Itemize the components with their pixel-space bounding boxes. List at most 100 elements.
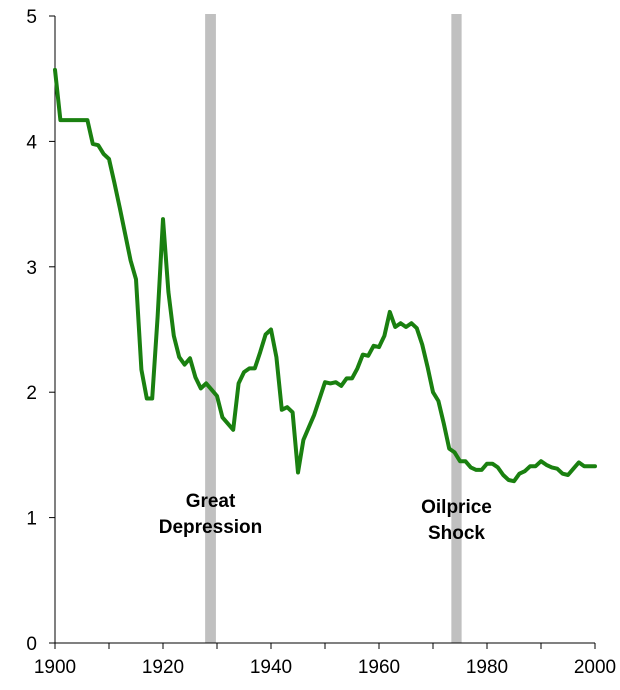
data-point-1993 [555,467,559,471]
data-point-1954 [345,376,349,381]
data-point-1974 [453,450,457,454]
data-point-1930 [215,394,219,398]
data-point-1975 [458,459,462,463]
data-point-1901 [58,118,63,122]
x-tick-label-0: 1900 [34,657,76,678]
data-point-1935 [242,370,246,374]
data-point-1951 [328,381,332,386]
data-point-1970 [431,390,435,394]
data-point-1910 [107,157,111,161]
data-point-1945 [296,470,300,475]
data-point-1964 [399,321,403,325]
data-point-1998 [582,464,586,468]
shaded-period-band-0 [205,14,216,643]
data-point-1985 [512,479,516,483]
data-point-1960 [377,345,381,349]
data-point-1947 [307,425,311,429]
x-tick-label-4: 1980 [466,657,508,678]
data-point-1963 [393,325,397,329]
data-point-1988 [528,464,532,468]
period-label-1-line-0: Oilprice [421,497,492,518]
data-point-1981 [490,462,494,466]
data-point-1952 [334,380,338,384]
data-point-1983 [501,473,505,477]
data-point-1941 [274,355,278,359]
data-point-1971 [436,399,440,403]
data-point-1989 [534,464,538,468]
y-tick-label-5: 5 [26,7,37,28]
data-point-1907 [91,142,95,146]
y-tick-label-4: 4 [26,132,37,153]
data-point-1918 [150,396,154,401]
data-point-1992 [550,465,554,470]
data-point-1979 [480,468,484,472]
data-point-1984 [507,478,511,482]
data-point-1906 [85,118,89,122]
data-point-1917 [145,396,149,401]
data-point-1948 [312,413,316,417]
data-point-1967 [415,326,419,330]
series-line-0 [53,67,597,484]
y-tick-label-0: 0 [26,634,37,655]
data-point-1916 [139,368,143,372]
data-point-1925 [188,356,192,360]
data-series [53,67,597,484]
x-tick-label-2: 1940 [250,657,292,678]
data-point-1956 [355,366,359,370]
data-point-1937 [253,366,257,370]
data-point-1908 [96,143,100,147]
data-point-1969 [426,365,430,369]
data-point-1904 [75,118,79,122]
period-annotations: Great Depression Oilprice Shock [159,491,492,544]
data-point-1980 [485,462,489,466]
data-point-1922 [172,334,176,338]
data-point-1921 [166,290,170,294]
data-point-1929 [210,388,214,392]
data-point-1936 [247,366,251,370]
data-point-1905 [80,118,84,122]
data-point-1919 [156,315,160,319]
data-point-1946 [301,438,305,442]
data-point-1943 [285,405,289,409]
data-point-1913 [123,232,127,236]
data-point-1950 [323,380,327,384]
data-point-1900 [53,68,57,72]
x-tick-label-5: 2000 [574,657,616,678]
data-point-1911 [112,181,116,185]
data-point-1995 [566,473,570,477]
data-point-1957 [361,352,365,357]
data-point-1966 [409,321,413,325]
period-label-0-line-0: Great [186,491,236,512]
data-point-1933 [231,428,235,432]
data-point-1955 [350,376,354,381]
data-point-1953 [339,384,343,388]
data-point-1914 [129,258,133,263]
data-point-1987 [523,469,527,473]
shaded-period-band-1 [451,14,462,643]
data-point-1940 [269,327,273,332]
data-point-1961 [382,334,386,338]
y-tick-label-2: 2 [26,383,37,404]
data-point-1949 [318,396,322,401]
data-point-2000 [593,464,597,468]
data-point-1968 [420,342,424,347]
data-point-1972 [442,421,446,426]
x-tick-label-3: 1960 [358,657,400,678]
data-point-1931 [220,415,224,419]
y-tick-label-3: 3 [26,258,37,279]
data-point-1932 [226,421,230,426]
data-point-1996 [571,467,576,471]
data-point-1923 [177,355,181,359]
data-point-1939 [264,332,268,337]
data-point-1976 [463,459,467,463]
data-point-1902 [64,118,68,122]
data-point-1994 [561,472,565,476]
data-point-1997 [577,460,581,465]
x-tick-label-1: 1920 [142,657,184,678]
data-point-1909 [102,152,106,156]
shaded-periods [205,14,462,643]
data-point-1978 [474,468,478,472]
data-point-1999 [588,464,592,468]
data-point-1973 [447,447,451,451]
